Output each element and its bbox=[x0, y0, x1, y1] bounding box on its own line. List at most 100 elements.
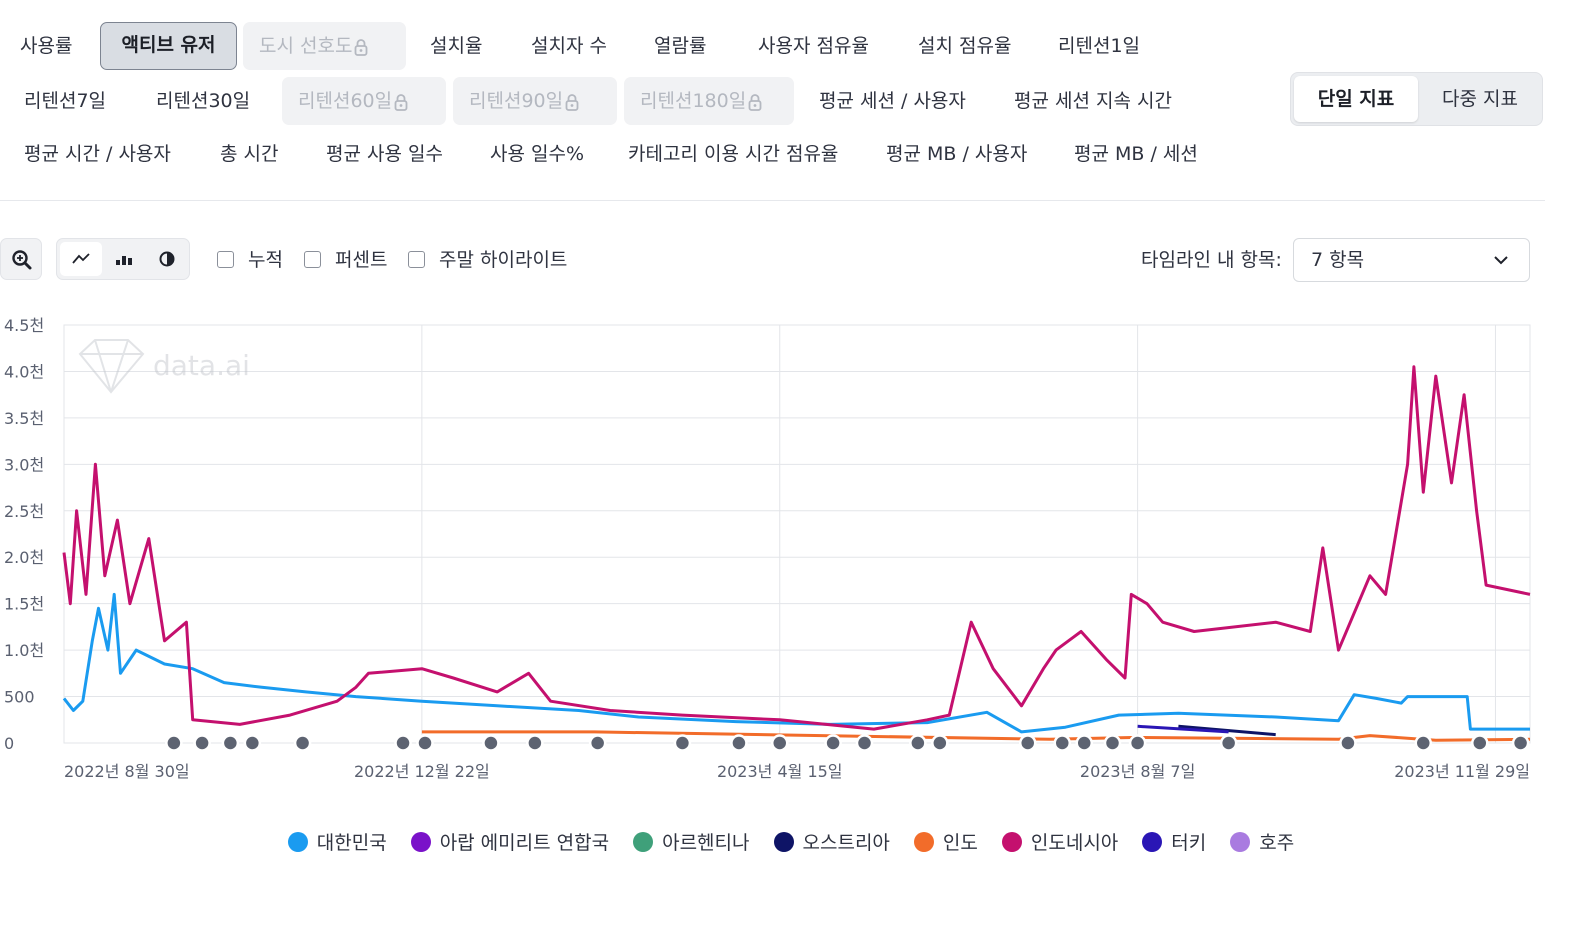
metric-tab[interactable]: 열람률 bbox=[638, 22, 726, 70]
metric-tab-label: 평균 세션 / 사용자 bbox=[819, 90, 966, 112]
legend-label: 대한민국 bbox=[316, 832, 387, 854]
legend-item[interactable]: 대한민국 bbox=[287, 828, 387, 855]
metric-tab[interactable]: 총 시간 bbox=[204, 130, 296, 178]
metric-tab[interactable]: 리텐션60일 bbox=[282, 77, 446, 125]
metric-tab-label: 리텐션1일 bbox=[1058, 35, 1141, 57]
metric-tab[interactable]: 평균 세션 지속 시간 bbox=[998, 77, 1190, 125]
event-marker bbox=[1018, 734, 1037, 752]
metric-tab[interactable]: 리텐션30일 bbox=[140, 77, 266, 125]
weekend-highlight-checkbox[interactable]: 주말 하이라이트 bbox=[408, 249, 567, 271]
legend-item[interactable]: 터키 bbox=[1142, 828, 1206, 855]
metric-tab-label: 리텐션7일 bbox=[24, 90, 107, 112]
metric-tab[interactable]: 사용률 bbox=[4, 22, 97, 70]
metric-tab-label: 리텐션30일 bbox=[156, 90, 251, 112]
legend-item[interactable]: 호주 bbox=[1230, 828, 1294, 855]
timeline-items-value: 7 항목 bbox=[1311, 249, 1365, 271]
metric-tab-label: 카테고리 이용 시간 점유율 bbox=[628, 143, 839, 165]
pie-chart-button[interactable] bbox=[146, 242, 188, 276]
legend-label: 터키 bbox=[1171, 832, 1207, 854]
metric-tab[interactable]: 사용자 점유율 bbox=[742, 22, 887, 70]
event-marker bbox=[193, 734, 211, 752]
metric-tab[interactable]: 카테고리 이용 시간 점유율 bbox=[612, 130, 856, 178]
metric-tab[interactable]: 평균 세션 / 사용자 bbox=[803, 77, 982, 125]
metric-tab-label: 도시 선호도 bbox=[259, 35, 353, 57]
bar-chart-button[interactable] bbox=[103, 242, 145, 276]
series-line bbox=[1137, 724, 1229, 734]
event-marker bbox=[770, 734, 789, 752]
event-marker bbox=[243, 734, 262, 752]
metric-tab[interactable]: 설치자 수 bbox=[515, 22, 624, 70]
series-line bbox=[421, 730, 1531, 742]
legend-dot bbox=[410, 832, 431, 852]
y-tick-label: 1.5천 bbox=[4, 595, 44, 614]
event-marker bbox=[730, 734, 748, 752]
x-tick-label: 2022년 8월 30일 bbox=[64, 762, 190, 781]
y-tick-label: 500 bbox=[4, 688, 35, 707]
timeline-items-select[interactable]: 7 항목 bbox=[1293, 238, 1530, 282]
checkbox-box bbox=[408, 251, 425, 268]
metric-tab[interactable]: 평균 MB / 세션 bbox=[1058, 130, 1216, 178]
event-marker bbox=[416, 734, 434, 752]
percent-checkbox[interactable]: 퍼센트 bbox=[304, 249, 387, 271]
event-marker bbox=[673, 734, 692, 752]
metric-tab[interactable]: 액티브 유저 bbox=[100, 22, 237, 70]
line-chart-button[interactable] bbox=[60, 242, 102, 276]
checkbox-box bbox=[217, 251, 234, 268]
metric-tab[interactable]: 리텐션90일 bbox=[453, 77, 617, 125]
metric-tab-label: 평균 사용 일수 bbox=[326, 143, 443, 165]
legend-item[interactable]: 인도 bbox=[913, 828, 978, 855]
timeline-items-label: 타임라인 내 항목: bbox=[1141, 249, 1282, 271]
bar-chart-icon bbox=[116, 256, 132, 265]
x-tick-label: 2023년 4월 15일 bbox=[717, 762, 843, 781]
metric-tab[interactable]: 평균 시간 / 사용자 bbox=[8, 130, 187, 178]
metric-tab[interactable]: 리텐션180일 bbox=[624, 77, 794, 125]
legend-item[interactable]: 아랍 에미리트 연합국 bbox=[410, 828, 609, 855]
legend-item[interactable]: 아르헨티나 bbox=[633, 828, 750, 855]
multi-metric-button[interactable]: 다중 지표 bbox=[1442, 88, 1518, 110]
metric-tab[interactable]: 설치율 bbox=[414, 22, 502, 70]
zoom-button[interactable] bbox=[0, 238, 42, 280]
pie-chart-icon bbox=[159, 251, 175, 267]
metric-tab-label: 평균 시간 / 사용자 bbox=[24, 143, 171, 165]
series-line bbox=[62, 592, 1530, 734]
checkbox-label: 누적 bbox=[248, 249, 283, 271]
event-marker bbox=[1414, 734, 1433, 752]
metric-mode-toggle: 단일 지표 다중 지표 bbox=[1290, 72, 1543, 126]
metric-tab-label: 사용 일수% bbox=[490, 143, 585, 165]
metric-tab[interactable]: 리텐션7일 bbox=[8, 77, 120, 125]
metric-tab[interactable]: 평균 MB / 사용자 bbox=[870, 130, 1044, 178]
event-marker bbox=[909, 734, 927, 752]
metric-tab-label: 설치 점유율 bbox=[918, 35, 1012, 57]
metric-tab[interactable]: 도시 선호도 bbox=[243, 22, 406, 70]
lock-icon bbox=[748, 93, 762, 111]
single-metric-button[interactable]: 단일 지표 bbox=[1294, 76, 1418, 122]
metric-tab-label: 평균 세션 지속 시간 bbox=[1014, 90, 1172, 112]
legend-dot bbox=[1230, 832, 1251, 852]
line-chart-icon bbox=[72, 253, 90, 264]
metric-tab[interactable]: 평균 사용 일수 bbox=[310, 130, 460, 178]
cumulative-checkbox[interactable]: 누적 bbox=[217, 249, 283, 271]
diamond-logo-icon bbox=[78, 339, 145, 394]
legend-dot bbox=[633, 832, 654, 852]
metric-tab[interactable]: 설치 점유율 bbox=[902, 22, 1027, 70]
legend-label: 아르헨티나 bbox=[662, 832, 750, 854]
event-marker bbox=[1219, 734, 1238, 752]
event-marker bbox=[394, 734, 412, 752]
event-marker bbox=[293, 734, 312, 752]
metric-tab-label: 리텐션90일 bbox=[469, 90, 564, 112]
y-tick-label: 0 bbox=[4, 734, 14, 753]
metric-tab[interactable]: 리텐션1일 bbox=[1042, 22, 1152, 70]
event-marker bbox=[1471, 734, 1489, 752]
event-marker bbox=[526, 734, 544, 752]
legend-item[interactable]: 인도네시아 bbox=[1001, 828, 1118, 855]
y-tick-label: 4.0천 bbox=[4, 362, 44, 381]
active-users-line-chart: 0 500 1.0천 1.5천 2.0천 2.5천 3.0천 3.5천 4.0천 4.5천 2022… bbox=[4, 316, 1531, 781]
legend-dot bbox=[1001, 832, 1022, 852]
metric-tab-label: 열람률 bbox=[654, 35, 707, 57]
legend-item[interactable]: 오스트리아 bbox=[773, 828, 890, 855]
metric-tab-label: 총 시간 bbox=[220, 143, 279, 165]
metric-tab-label: 사용자 점유율 bbox=[758, 35, 869, 57]
metric-tab-label: 설치자 수 bbox=[531, 35, 607, 57]
metric-tab[interactable]: 사용 일수% bbox=[474, 130, 597, 178]
event-marker bbox=[1511, 734, 1530, 752]
